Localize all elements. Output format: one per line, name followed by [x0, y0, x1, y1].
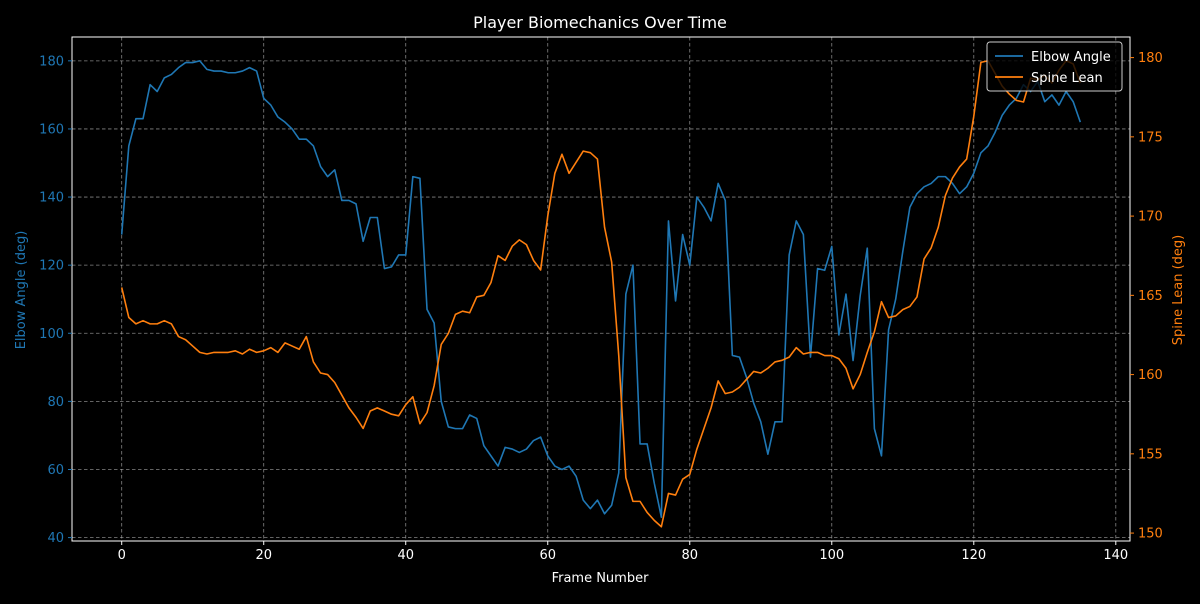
right-y-tick-label: 160 [1138, 368, 1163, 383]
right-y-tick-label: 155 [1138, 447, 1163, 462]
right-y-tick-label: 150 [1138, 527, 1163, 542]
x-tick-label: 100 [819, 548, 844, 563]
x-axis-label: Frame Number [552, 571, 650, 586]
legend-label-elbow-angle: Elbow Angle [1031, 50, 1111, 65]
x-axis-ticks: 0 20 40 60 80 100 120 140 [118, 541, 1128, 563]
left-y-tick-label: 120 [39, 259, 64, 274]
right-y-tick-label: 165 [1138, 289, 1163, 304]
x-tick-label: 80 [681, 548, 698, 563]
left-y-tick-label: 180 [39, 54, 64, 69]
legend: Elbow Angle Spine Lean [986, 41, 1123, 92]
legend-box [986, 41, 1123, 92]
right-y-tick-label: 170 [1138, 210, 1163, 225]
x-tick-label: 140 [1103, 548, 1128, 563]
left-y-tick-label: 100 [39, 327, 64, 342]
left-y-tick-label: 160 [39, 122, 64, 137]
elbow-angle-line [120, 60, 1082, 518]
left-y-tick-label: 40 [47, 531, 64, 546]
right-y-axis-ticks: 150 155 160 165 170 175 180 [1130, 51, 1163, 542]
left-y-axis-ticks: 40 60 80 100 120 140 160 180 [39, 54, 72, 546]
left-y-tick-label: 140 [39, 191, 64, 206]
right-y-tick-label: 175 [1138, 130, 1163, 145]
x-tick-label: 20 [255, 548, 272, 563]
left-y-tick-label: 60 [47, 463, 64, 478]
right-y-axis-label: Spine Lean (deg) [1171, 235, 1186, 345]
spine-lean-line [120, 59, 1082, 528]
chart-title: Player Biomechanics Over Time [473, 13, 727, 32]
left-y-tick-label: 80 [47, 395, 64, 410]
right-y-tick-label: 180 [1138, 51, 1163, 66]
series-layer [120, 59, 1082, 528]
x-tick-label: 0 [118, 548, 126, 563]
x-tick-label: 40 [397, 548, 414, 563]
legend-label-spine-lean: Spine Lean [1031, 71, 1103, 86]
x-tick-label: 60 [539, 548, 556, 563]
plot-frame [71, 36, 1131, 542]
x-tick-label: 120 [961, 548, 986, 563]
left-y-axis-label: Elbow Angle (deg) [14, 231, 29, 350]
